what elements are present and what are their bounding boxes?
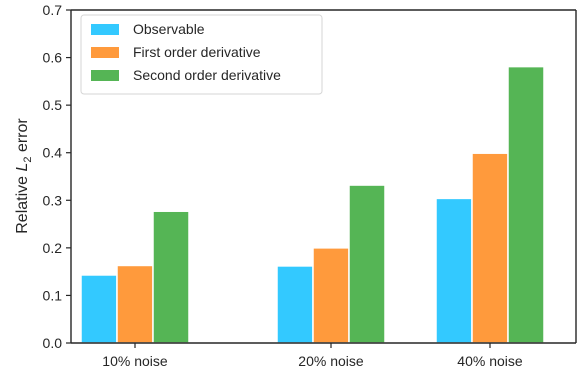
y-tick-label: 0.6	[43, 50, 63, 66]
legend: Observable First order derivative Second o…	[80, 14, 323, 95]
y-ticks-group: 0.0 0.1 0.2 0.3 0.4 0.5 0.6 0.7	[43, 2, 71, 351]
legend-swatch-1	[91, 24, 119, 35]
y-tick-label: 0.2	[43, 240, 63, 256]
y-tick-label: 0.4	[43, 145, 63, 161]
y-axis-label-subscript: 2	[22, 156, 34, 162]
y-axis-label-symbol: L	[14, 163, 31, 172]
x-tick-label: 10% noise	[102, 353, 168, 369]
y-axis-label-suffix: error	[14, 118, 31, 157]
legend-label-3: Second order derivative	[133, 67, 281, 83]
bar-1-3	[435, 197, 473, 344]
legend-frame	[80, 14, 323, 95]
y-axis-label: Relative L2 error	[14, 118, 34, 234]
y-tick-label: 0.3	[43, 192, 63, 208]
bar-3-2	[348, 184, 386, 344]
legend-swatch-2	[91, 47, 119, 58]
x-tick-label: 20% noise	[298, 353, 364, 369]
axes-group	[70, 9, 577, 344]
bar-3-1	[152, 210, 190, 344]
bar-1-2	[276, 265, 314, 344]
y-tick-label: 0.1	[43, 287, 63, 303]
bar-2-2	[312, 247, 350, 344]
legend-label-2: First order derivative	[133, 44, 261, 60]
y-axis-label-prefix: Relative	[14, 172, 31, 234]
x-ticks-group: 10% noise 20% noise 40% noise	[102, 343, 523, 369]
bar-3-3	[507, 65, 545, 344]
legend-label-1: Observable	[133, 21, 205, 37]
x-tick-label: 40% noise	[457, 353, 523, 369]
y-tick-label: 0.0	[43, 335, 63, 351]
bars-group	[80, 65, 545, 344]
y-tick-label: 0.7	[43, 2, 63, 18]
y-tick-label: 0.5	[43, 97, 63, 113]
bar-2-1	[116, 264, 154, 344]
legend-swatch-3	[91, 70, 119, 81]
bar-2-3	[471, 152, 509, 344]
bar-1-1	[80, 274, 118, 344]
